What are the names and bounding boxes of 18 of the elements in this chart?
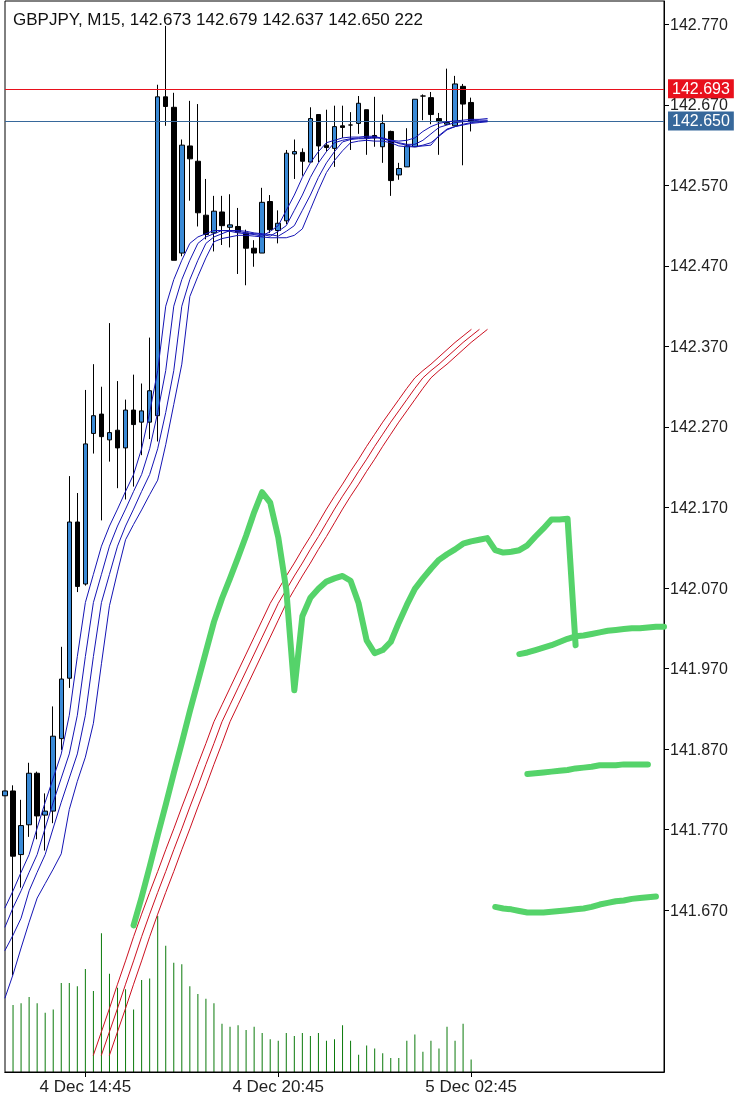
y-tick-label: 141.770 [670,821,728,839]
y-tick-label: 142.270 [670,418,728,436]
y-tick-label: 142.770 [670,15,728,33]
y-tick-label: 142.070 [670,579,728,597]
y-tick-label: 142.170 [670,499,728,517]
text: GBPJPY, M15, 142.673 142.679 142.637 142.650 222 [13,10,423,29]
ref-line-label: 142.693 [672,80,730,98]
y-tick-label: 141.970 [670,660,728,678]
ref-line-label: 142.650 [672,112,730,130]
x-tick-label: 4 Dec 20:45 [232,1077,325,1096]
y-tick-label: 142.670 [670,96,728,114]
y-tick-label: 141.870 [670,740,728,758]
x-tick-label: 4 Dec 14:45 [39,1077,132,1096]
y-tick-label: 142.370 [670,337,728,355]
y-tick-label: 142.470 [670,257,728,275]
y-tick-label: 141.670 [670,901,728,919]
y-tick-label: 142.570 [670,176,728,194]
x-tick-label: 5 Dec 02:45 [425,1077,517,1096]
